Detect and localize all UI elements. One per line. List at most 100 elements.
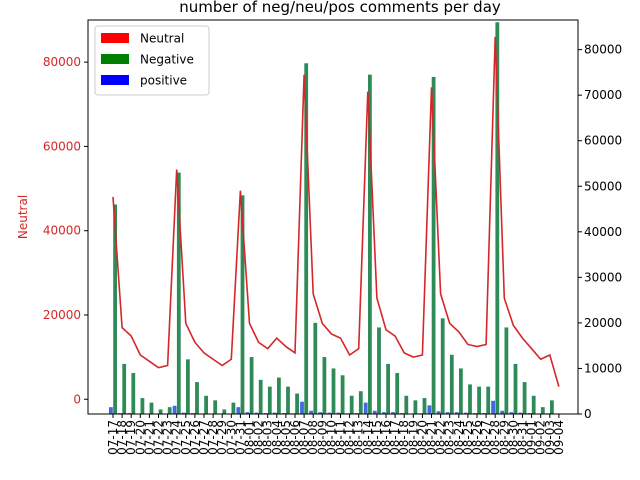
legend-label: Neutral bbox=[140, 32, 184, 46]
x-tick-label: 07-19 bbox=[124, 420, 138, 455]
left-tick-label: 0 bbox=[73, 392, 81, 406]
x-tick-label: 08-27 bbox=[479, 420, 493, 455]
right-tick-label: 80000 bbox=[584, 43, 622, 57]
x-tick-label: 07-20 bbox=[133, 420, 147, 455]
x-tick-label: 08-28 bbox=[488, 420, 502, 455]
x-tick-label: 08-03 bbox=[261, 420, 275, 455]
x-tick-label: 08-18 bbox=[397, 420, 411, 455]
negative-bar bbox=[149, 402, 154, 414]
left-tick-label: 20000 bbox=[43, 308, 81, 322]
bar-group bbox=[109, 22, 559, 415]
negative-bar bbox=[368, 74, 372, 414]
x-tick-label: 08-22 bbox=[434, 420, 448, 455]
negative-bar bbox=[340, 375, 345, 414]
negative-bar bbox=[131, 373, 136, 414]
negative-bar bbox=[295, 393, 299, 414]
positive-bar bbox=[109, 407, 113, 414]
positive-bar bbox=[236, 407, 241, 414]
x-tick-label: 08-30 bbox=[506, 420, 520, 455]
negative-bar bbox=[113, 204, 117, 414]
x-tick-label: 08-15 bbox=[370, 420, 384, 455]
negative-bar bbox=[504, 327, 509, 414]
positive-bar bbox=[463, 412, 468, 414]
positive-bar bbox=[309, 410, 313, 414]
negative-bar bbox=[495, 22, 500, 415]
negative-bar bbox=[204, 395, 208, 414]
negative-bar bbox=[513, 363, 518, 414]
negative-bar bbox=[413, 400, 418, 414]
x-tick-label: 07-26 bbox=[188, 420, 202, 455]
x-tick-label: 07-17 bbox=[106, 420, 120, 455]
x-axis: 07-1707-1807-1907-2007-2107-2207-2307-24… bbox=[106, 414, 566, 455]
positive-bar bbox=[372, 410, 377, 414]
negative-bar bbox=[449, 354, 454, 414]
x-tick-label: 08-10 bbox=[324, 420, 338, 455]
negative-bar bbox=[167, 407, 172, 414]
neutral-line bbox=[112, 36, 560, 387]
x-tick-label: 07-30 bbox=[224, 420, 238, 455]
right-tick-label: 10000 bbox=[584, 361, 622, 375]
x-tick-label: 08-29 bbox=[497, 420, 511, 455]
x-tick-label: 08-20 bbox=[415, 420, 429, 455]
x-tick-label: 07-24 bbox=[170, 420, 184, 455]
negative-bar bbox=[404, 395, 409, 414]
negative-bar bbox=[550, 400, 554, 414]
x-tick-label: 08-23 bbox=[443, 420, 457, 455]
x-tick-label: 09-01 bbox=[525, 420, 539, 455]
x-tick-label: 08-25 bbox=[461, 420, 475, 455]
x-tick-label: 08-02 bbox=[252, 420, 266, 455]
x-tick-label: 08-17 bbox=[388, 420, 402, 455]
positive-bar bbox=[272, 412, 277, 414]
negative-bar bbox=[477, 386, 481, 414]
legend-swatch bbox=[101, 54, 129, 64]
negative-bar bbox=[158, 409, 163, 414]
negative-bar bbox=[386, 363, 390, 414]
right-axis: 0 10000 20000 30000 40000 50000 60000 70000 8000… bbox=[578, 43, 622, 421]
negative-bar bbox=[277, 377, 281, 414]
x-tick-label: 09-02 bbox=[534, 420, 548, 455]
legend-label: positive bbox=[140, 74, 187, 88]
x-tick-label: 07-21 bbox=[142, 420, 156, 455]
positive-bar bbox=[445, 412, 450, 414]
x-tick-label: 08-14 bbox=[361, 420, 375, 455]
x-tick-label: 07-22 bbox=[152, 420, 166, 455]
negative-bar bbox=[422, 398, 427, 414]
negative-bar bbox=[304, 63, 309, 415]
negative-bar bbox=[431, 76, 436, 414]
positive-bar bbox=[491, 400, 495, 414]
negative-bar bbox=[440, 318, 445, 414]
x-tick-label: 08-24 bbox=[452, 420, 466, 455]
x-tick-label: 08-26 bbox=[470, 420, 484, 455]
right-tick-label: 40000 bbox=[584, 225, 622, 239]
negative-bar bbox=[240, 195, 245, 414]
plot-frame bbox=[87, 19, 579, 415]
x-tick-label: 08-19 bbox=[406, 420, 420, 455]
left-tick-label: 60000 bbox=[43, 139, 81, 153]
x-tick-label: 07-31 bbox=[233, 420, 247, 455]
negative-bar bbox=[358, 391, 363, 414]
negative-bar bbox=[322, 357, 327, 414]
positive-bar bbox=[336, 412, 341, 414]
negative-bar bbox=[258, 379, 263, 414]
x-tick-label: 07-29 bbox=[215, 420, 229, 455]
x-tick-label: 07-23 bbox=[161, 420, 175, 455]
negative-bar bbox=[377, 327, 381, 414]
positive-bar bbox=[518, 412, 523, 414]
negative-bar bbox=[313, 322, 318, 414]
right-tick-label: 0 bbox=[584, 407, 592, 421]
negative-bar bbox=[486, 386, 491, 414]
legend-label: Negative bbox=[140, 53, 194, 67]
chart-title: number of neg/neu/pos comments per day bbox=[179, 0, 501, 16]
x-tick-label: 07-18 bbox=[115, 420, 129, 455]
positive-bar bbox=[454, 412, 459, 414]
right-tick-label: 60000 bbox=[584, 134, 622, 148]
positive-bar bbox=[327, 412, 332, 414]
right-tick-label: 30000 bbox=[584, 270, 622, 284]
negative-bar bbox=[195, 382, 199, 414]
positive-bar bbox=[436, 411, 441, 414]
positive-bar bbox=[500, 410, 505, 414]
x-tick-label: 07-25 bbox=[179, 420, 193, 455]
negative-bar bbox=[231, 402, 236, 414]
negative-bar bbox=[122, 363, 127, 414]
